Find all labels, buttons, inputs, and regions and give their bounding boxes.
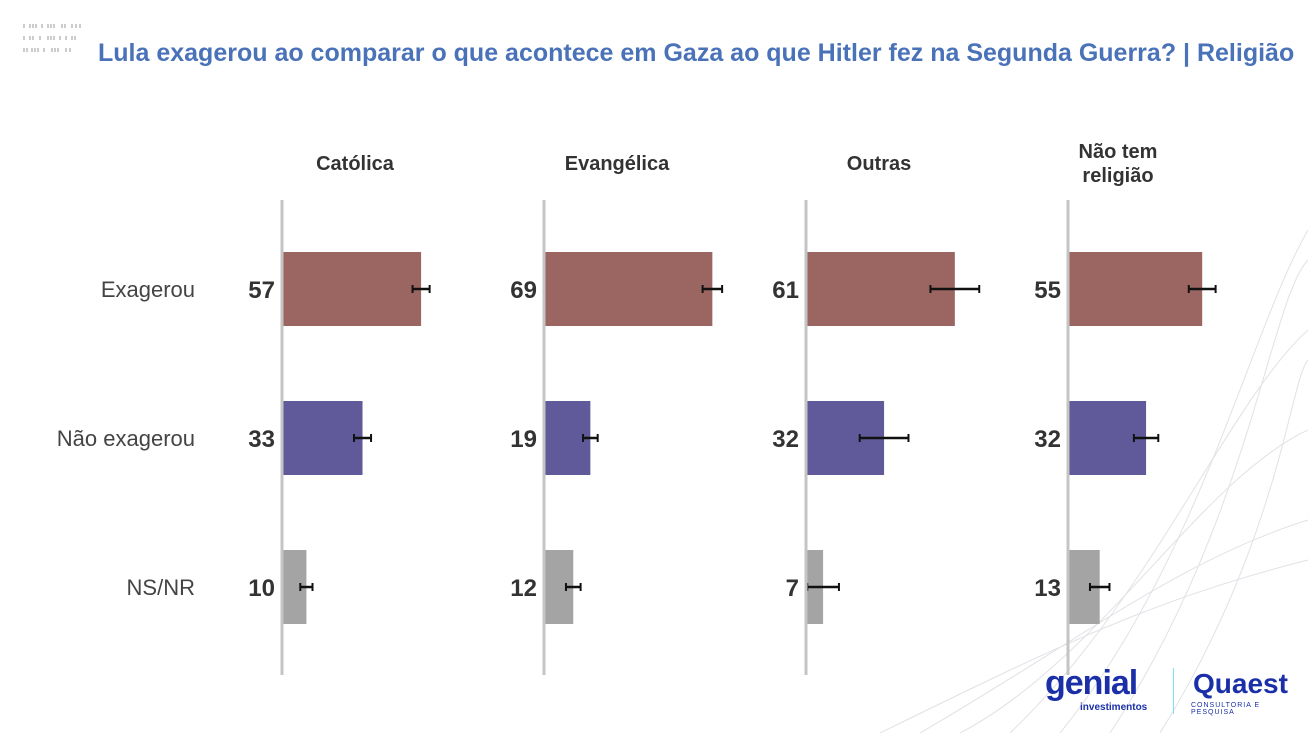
background-waves xyxy=(879,229,1308,733)
row-label-nao-exagerou: Não exagerou xyxy=(56,426,195,451)
chart-title: Lula exagerou ao comparar o que acontece… xyxy=(98,39,1295,67)
data-label: 13 xyxy=(1034,575,1061,602)
panel-header-outras: Outras xyxy=(846,153,912,175)
quaest-logo: Quaest xyxy=(1193,668,1288,699)
bar xyxy=(544,252,713,326)
data-label: 55 xyxy=(1034,277,1061,304)
data-label: 69 xyxy=(510,277,537,304)
data-label: 32 xyxy=(1034,426,1061,453)
data-label: 7 xyxy=(786,575,799,602)
row-label-exagerou: Exagerou xyxy=(100,277,195,302)
row-label-nsnr: NS/NR xyxy=(126,575,195,600)
data-label: 12 xyxy=(510,575,537,602)
decorative-dashes-icon xyxy=(23,24,81,52)
data-label: 61 xyxy=(772,277,799,304)
bar xyxy=(282,401,363,475)
data-label: 10 xyxy=(248,575,275,602)
data-label: 33 xyxy=(248,426,275,453)
logo-divider xyxy=(1173,668,1174,714)
bar xyxy=(282,252,422,326)
data-label: 19 xyxy=(510,426,537,453)
panel-header-catolica: Católica xyxy=(316,153,394,175)
quaest-logo-sub: CONSULTORIA E PESQUISA xyxy=(1191,702,1261,716)
genial-logo: genial xyxy=(1045,664,1138,702)
data-label: 32 xyxy=(772,426,799,453)
panel-header-evangelica: Evangélica xyxy=(564,153,670,175)
genial-logo-sub: investimentos xyxy=(1080,702,1148,713)
panel-header-nao-tem-religiao: Não tem religião xyxy=(1078,141,1158,187)
data-label: 57 xyxy=(248,277,275,304)
bar xyxy=(1068,252,1203,326)
logos: genial investimentos Quaest CONSULTORIA … xyxy=(1045,664,1305,718)
